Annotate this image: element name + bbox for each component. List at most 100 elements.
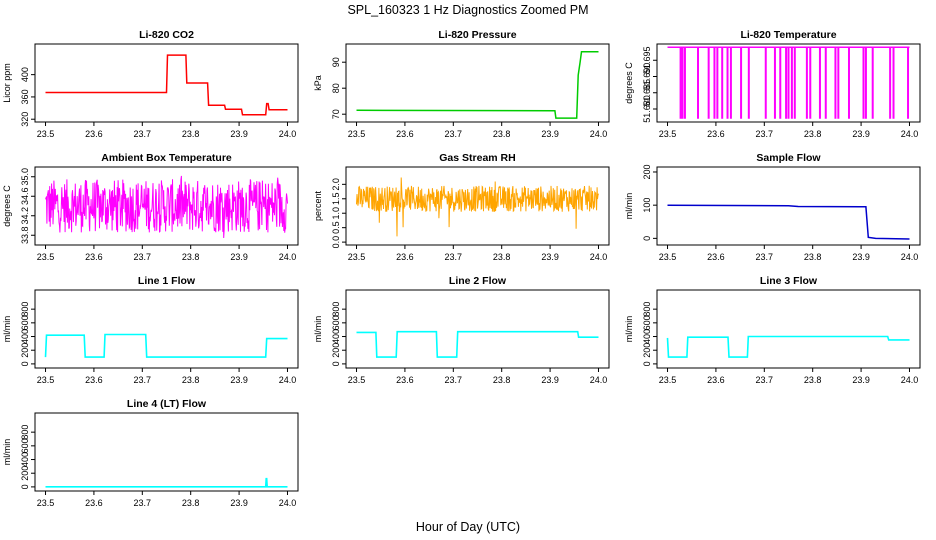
x-tick-label: 24.0 xyxy=(901,375,919,385)
x-tick-label: 23.5 xyxy=(37,498,55,508)
x-tick-label: 24.0 xyxy=(279,375,297,385)
x-tick-label: 23.9 xyxy=(541,375,559,385)
y-tick-label: 0 xyxy=(331,361,341,366)
y-tick-label: 0.0 xyxy=(331,236,341,249)
y-axis-label: kPa xyxy=(313,75,323,91)
panel-title: Line 3 Flow xyxy=(760,275,818,287)
y-tick-label: 360 xyxy=(20,89,30,104)
x-tick-label: 23.9 xyxy=(230,252,248,262)
y-tick-label: 51.690 xyxy=(642,63,652,91)
y-axis-label: ml/min xyxy=(313,316,323,343)
x-tick-label: 23.8 xyxy=(493,252,511,262)
panel-title: Line 4 (LT) Flow xyxy=(127,398,207,410)
panel-7: Line 2 Flow 23.5 23.6 23.7 23.8 23.9 24.0 0 2004… xyxy=(313,275,610,385)
panel-title: Sample Flow xyxy=(756,152,821,164)
figure-title: SPL_160323 1 Hz Diagnostics Zoomed PM xyxy=(347,3,588,17)
y-tick-label: 1.0 xyxy=(331,207,341,220)
x-tick-label: 23.7 xyxy=(134,252,152,262)
y-tick-label: 400 xyxy=(20,329,30,344)
panel-2: Li-820 Temperature 23.5 23.6 23.7 23.8 23.9 24… xyxy=(624,29,921,139)
panel-0: Li-820 CO2 23.5 23.6 23.7 23.8 23.9 24.0 320 360… xyxy=(2,29,299,139)
y-tick-label: 200 xyxy=(20,343,30,358)
x-tick-label: 23.5 xyxy=(348,129,366,139)
series-line xyxy=(44,333,288,358)
series-line xyxy=(356,177,599,237)
x-tick-label: 23.6 xyxy=(85,129,103,139)
x-tick-label: 23.8 xyxy=(182,375,200,385)
panel-title: Li-820 Temperature xyxy=(740,29,836,41)
panel-frame xyxy=(345,289,610,369)
y-axis-label: ml/min xyxy=(2,439,12,466)
y-tick-label: 100 xyxy=(642,198,652,213)
y-tick-label: 80 xyxy=(331,83,341,93)
y-tick-label: 90 xyxy=(331,57,341,67)
series-line xyxy=(45,54,288,116)
y-tick-label: 400 xyxy=(20,67,30,82)
y-tick-label: 800 xyxy=(20,302,30,317)
x-tick-label: 23.5 xyxy=(37,252,55,262)
x-tick-label: 24.0 xyxy=(279,498,297,508)
x-tick-label: 24.0 xyxy=(590,375,608,385)
x-tick-label: 23.5 xyxy=(659,129,677,139)
x-tick-label: 23.7 xyxy=(134,498,152,508)
series-line xyxy=(45,477,288,488)
x-tick-label: 23.8 xyxy=(182,252,200,262)
y-tick-label: 0 xyxy=(20,361,30,366)
x-tick-label: 23.7 xyxy=(445,375,463,385)
x-tick-label: 23.6 xyxy=(707,129,725,139)
x-tick-label: 24.0 xyxy=(901,129,919,139)
x-tick-label: 23.9 xyxy=(541,252,559,262)
y-tick-label: 400 xyxy=(331,329,341,344)
x-tick-label: 23.9 xyxy=(852,129,870,139)
x-tick-label: 23.7 xyxy=(756,375,774,385)
x-tick-label: 24.0 xyxy=(279,252,297,262)
x-tick-label: 23.6 xyxy=(396,375,414,385)
x-tick-label: 23.6 xyxy=(707,252,725,262)
y-tick-label: 1.5 xyxy=(331,193,341,206)
y-tick-label: 200 xyxy=(20,466,30,481)
y-tick-label: 600 xyxy=(20,438,30,453)
x-tick-label: 23.9 xyxy=(852,375,870,385)
y-tick-label: 320 xyxy=(20,112,30,127)
x-tick-label: 23.7 xyxy=(756,129,774,139)
y-tick-label: 800 xyxy=(331,302,341,317)
panel-1: Li-820 Pressure 23.5 23.6 23.7 23.8 23.9 24.0 7… xyxy=(313,29,610,139)
panel-title: Gas Stream RH xyxy=(439,152,515,164)
panel-6: Line 1 Flow 23.5 23.6 23.7 23.8 23.9 24.0 0 2004… xyxy=(2,275,299,385)
y-axis-label: degrees C xyxy=(2,185,12,227)
x-tick-label: 23.8 xyxy=(804,375,822,385)
x-tick-label: 23.7 xyxy=(445,129,463,139)
x-tick-label: 23.8 xyxy=(182,129,200,139)
x-tick-label: 23.7 xyxy=(134,375,152,385)
x-tick-label: 24.0 xyxy=(901,252,919,262)
x-tick-label: 23.7 xyxy=(756,252,774,262)
x-tick-label: 23.9 xyxy=(230,498,248,508)
x-tick-label: 24.0 xyxy=(590,252,608,262)
panel-title: Li-820 Pressure xyxy=(438,29,516,41)
x-tick-label: 23.8 xyxy=(804,252,822,262)
panel-3: Ambient Box Temperature 23.5 23.6 23.7 23.8 2… xyxy=(2,152,299,262)
x-tick-label: 23.9 xyxy=(230,375,248,385)
panel-9: Line 4 (LT) Flow 23.5 23.6 23.7 23.8 23.9 24.0… xyxy=(2,398,299,508)
x-tick-label: 23.6 xyxy=(396,129,414,139)
series-line xyxy=(45,175,288,239)
panel-5: Sample Flow 23.5 23.6 23.7 23.8 23.9 24.0 0 100 2… xyxy=(624,152,921,262)
y-tick-label: 800 xyxy=(20,425,30,440)
x-tick-label: 23.6 xyxy=(707,375,725,385)
panels-group: Li-820 CO2 23.5 23.6 23.7 23.8 23.9 24.0 320 360… xyxy=(2,29,921,508)
x-tick-label: 23.7 xyxy=(134,129,152,139)
y-tick-label: 0.5 xyxy=(331,221,341,234)
panel-title: Line 1 Flow xyxy=(138,275,196,287)
x-tick-label: 23.6 xyxy=(85,498,103,508)
x-tick-label: 23.6 xyxy=(396,252,414,262)
y-tick-label: 400 xyxy=(642,329,652,344)
x-tick-label: 23.9 xyxy=(230,129,248,139)
y-axis-label: degrees C xyxy=(624,62,634,104)
x-tick-label: 23.6 xyxy=(85,375,103,385)
y-axis-label: Licor ppm xyxy=(2,63,12,103)
x-tick-label: 23.5 xyxy=(659,252,677,262)
y-tick-label: 0 xyxy=(642,236,652,241)
x-tick-label: 23.7 xyxy=(445,252,463,262)
x-tick-label: 24.0 xyxy=(279,129,297,139)
